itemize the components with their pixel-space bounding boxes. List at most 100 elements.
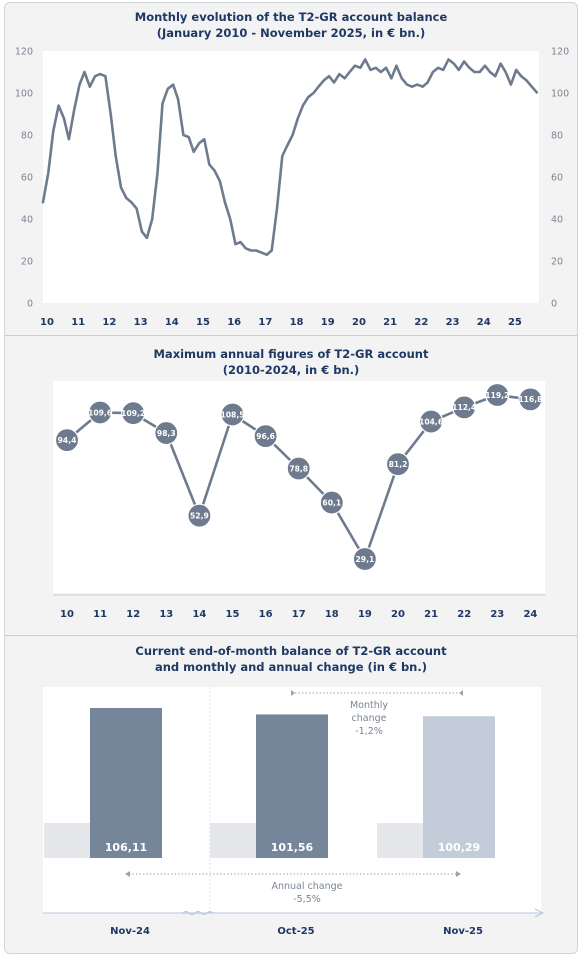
data-point-marker — [286, 456, 311, 481]
x-tick: 15 — [226, 609, 240, 620]
data-label: 116,8 — [518, 395, 542, 404]
annual-change-arrow-right — [456, 871, 461, 877]
data-label: 52,9 — [190, 511, 209, 520]
y-tick-left: 40 — [21, 215, 33, 226]
panel-divider — [5, 335, 577, 336]
data-point-marker — [87, 400, 113, 425]
annual-max-chart: 94,4 10 109,6 11 109,2 12 98,3 13 52,9 14 108,5 15 9… — [53, 381, 545, 620]
annual-title-line2: (2010-2024, in € bn.) — [222, 363, 360, 377]
x-tick: 25 — [508, 317, 522, 328]
current-balance-chart: 106,11 Nov-24 101,56 Oct-25 100,29 Nov-25 Mont… — [43, 687, 545, 937]
annual-change-label: Annual change — [271, 881, 342, 892]
current-title-line2: and monthly and annual change (in € bn.) — [154, 660, 427, 674]
data-label: 112,4 — [452, 403, 476, 412]
current-chart-title: Current end-of-month balance of T2-GR ac… — [5, 643, 577, 675]
x-tick: 21 — [383, 317, 397, 328]
y-tick-right: 20 — [551, 257, 563, 268]
current-title-line1: Current end-of-month balance of T2-GR ac… — [135, 644, 447, 658]
x-tick: 16 — [259, 609, 273, 620]
x-tick: 17 — [292, 609, 306, 620]
x-tick: 19 — [358, 609, 372, 620]
x-tick: 20 — [391, 609, 405, 620]
x-tick: 12 — [102, 317, 116, 328]
data-label: 108,5 — [220, 410, 244, 419]
x-tick: 11 — [93, 609, 107, 620]
x-category-label: Nov-25 — [443, 926, 483, 937]
x-tick: 23 — [490, 609, 504, 620]
y-tick-left: 0 — [27, 299, 33, 310]
balance-bar — [256, 714, 328, 858]
x-axis-arrow — [534, 908, 545, 918]
data-label: 94,4 — [58, 436, 77, 445]
data-point-marker — [220, 402, 245, 427]
x-tick: 12 — [126, 609, 140, 620]
x-tick: 10 — [60, 609, 74, 620]
monthly-change-value: -1,2% — [355, 726, 383, 737]
data-point-marker — [154, 420, 179, 446]
data-label: 109,2 — [121, 409, 145, 418]
data-point-marker — [121, 401, 146, 426]
data-label: 78,8 — [289, 464, 308, 473]
y-tick-right: 40 — [551, 215, 563, 226]
y-tick-left: 120 — [15, 47, 33, 58]
y-tick-right: 120 — [551, 47, 569, 58]
data-label: 109,6 — [88, 408, 112, 417]
y-tick-right: 100 — [551, 89, 569, 100]
y-tick-right: 80 — [551, 131, 563, 142]
annual-chart-title: Maximum annual figures of T2-GR account … — [5, 346, 577, 378]
monthly-title-line1: Monthly evolution of the T2-GR account b… — [134, 10, 448, 24]
x-tick: 13 — [159, 609, 173, 620]
axis-break — [182, 911, 214, 915]
data-point-marker — [385, 452, 411, 477]
data-label: 96,6 — [256, 432, 275, 441]
bar-shadow — [377, 823, 423, 858]
data-point-marker — [518, 387, 543, 412]
data-point-marker — [187, 503, 212, 528]
x-tick: 22 — [414, 317, 428, 328]
y-tick-left: 80 — [21, 131, 33, 142]
panel-divider — [5, 635, 577, 636]
x-tick: 13 — [134, 317, 148, 328]
monthly-title-line2: (January 2010 - November 2025, in € bn.) — [156, 26, 426, 40]
x-tick: 22 — [457, 609, 471, 620]
x-tick: 18 — [325, 609, 339, 620]
monthly-change-arrow-left — [291, 690, 295, 696]
y-tick-left: 20 — [21, 257, 33, 268]
monthly-line-chart: 0 0 20 20 40 40 60 60 80 80 100 100 120 120 10 11 12 13 14… — [15, 47, 569, 329]
bar-value-label: 101,56 — [271, 841, 314, 854]
monthly-change-label: Monthly — [350, 700, 388, 711]
x-tick: 20 — [352, 317, 366, 328]
balance-bar — [90, 708, 162, 858]
data-point-marker — [452, 395, 477, 420]
x-tick: 18 — [290, 317, 304, 328]
data-label: 98,3 — [157, 429, 176, 438]
plot-area — [43, 51, 539, 303]
bar-shadow — [44, 823, 90, 858]
x-tick: 16 — [227, 317, 241, 328]
balance-bar — [423, 716, 495, 858]
x-tick: 14 — [192, 609, 206, 620]
x-tick: 24 — [523, 609, 537, 620]
y-tick-right: 60 — [551, 173, 563, 184]
balance-series-line — [41, 58, 539, 256]
data-point-marker — [253, 424, 278, 449]
data-point-marker — [485, 382, 510, 408]
monthly-change-label: change — [352, 713, 387, 724]
data-label: 81,2 — [389, 460, 408, 469]
bar-value-label: 106,11 — [105, 841, 147, 854]
data-point-marker — [54, 428, 80, 453]
x-tick: 24 — [477, 317, 491, 328]
bar-value-label: 100,29 — [438, 841, 480, 854]
annual-change-value: -5,5% — [293, 894, 321, 905]
data-label: 29,1 — [356, 555, 375, 564]
x-tick: 11 — [71, 317, 85, 328]
data-point-marker — [319, 490, 344, 515]
data-label: 104,6 — [419, 417, 443, 426]
monthly-chart-title: Monthly evolution of the T2-GR account b… — [5, 9, 577, 41]
x-tick: 10 — [40, 317, 54, 328]
data-point-marker — [352, 546, 377, 572]
bar-shadow — [210, 823, 256, 858]
x-tick: 17 — [258, 317, 272, 328]
x-tick: 19 — [321, 317, 335, 328]
x-tick: 21 — [424, 609, 438, 620]
